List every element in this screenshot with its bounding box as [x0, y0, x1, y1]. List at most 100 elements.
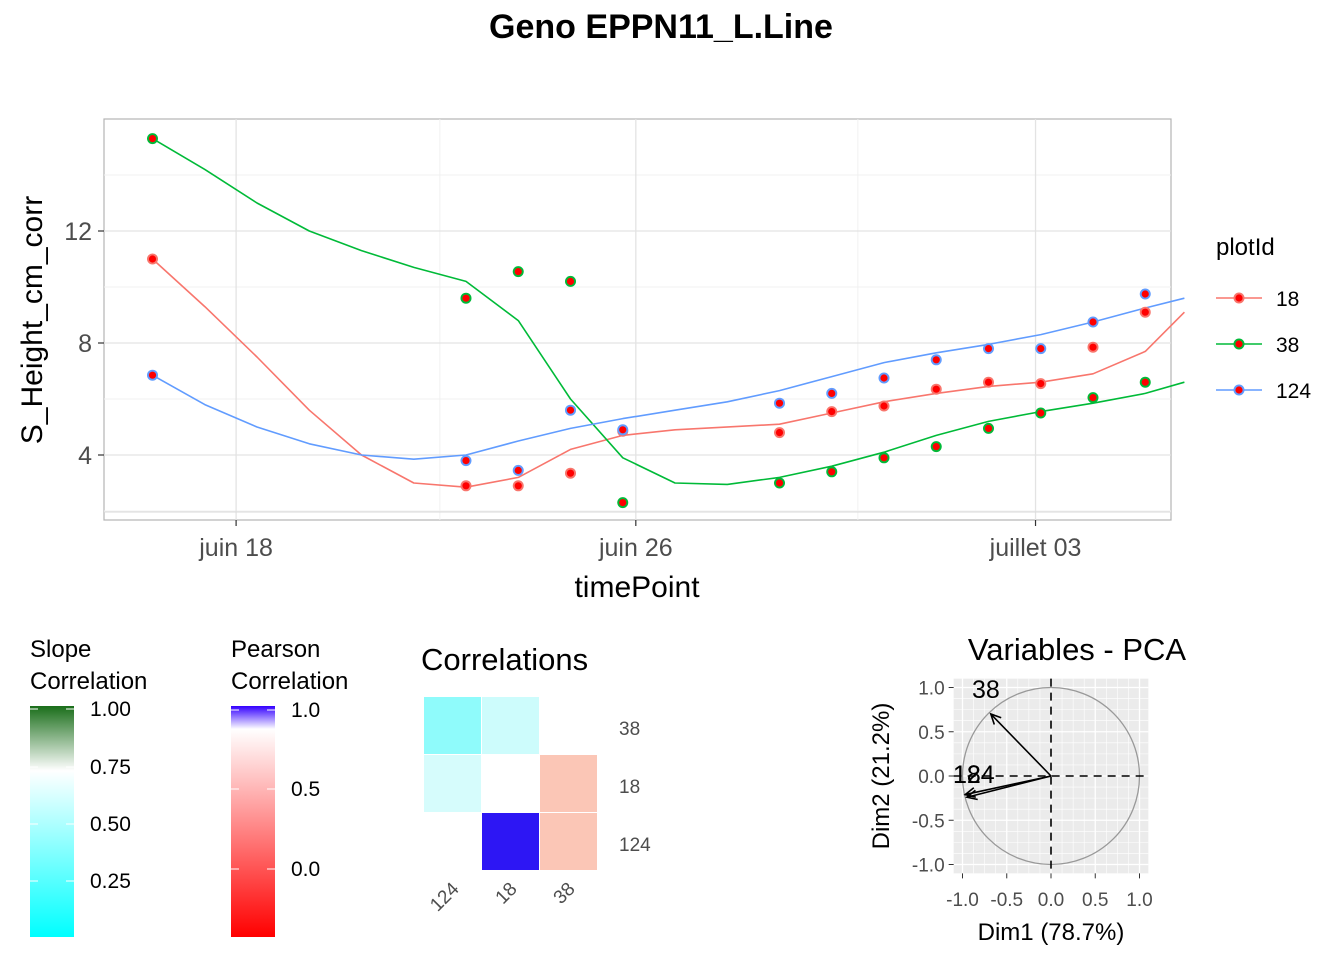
pca-arrowhead-124: [965, 789, 978, 801]
data-point-38: [148, 135, 157, 143]
pca-y-tick-label: -1.0: [912, 856, 945, 877]
colorbar-label: 0.25: [90, 870, 131, 893]
pca-vector-label-18: 18: [953, 761, 981, 789]
line-chart-panel: 4 8 12 juin 18 juin 26 juillet 03 timePoint S_H…: [16, 118, 1185, 604]
heatmap-cell-38-18: [482, 697, 539, 754]
heatmap-row-label: 38: [619, 719, 640, 740]
pca-y-tick-label: 0.0: [918, 767, 944, 788]
legend-key-point-124: [1235, 386, 1243, 394]
pca-arrow-124: [966, 775, 1052, 799]
legend-title-line2: Correlation: [231, 668, 348, 695]
data-point-18: [880, 402, 888, 410]
correlations-heatmap: Correlations 38 18 124 124 18 38: [421, 642, 651, 916]
data-point-124: [1089, 318, 1097, 326]
colorbar-label: 0.0: [291, 858, 320, 881]
data-point-38: [514, 268, 522, 276]
legend-title-line1: Slope: [30, 636, 91, 663]
pca-x-axis-title: Dim1 (78.7%): [978, 919, 1125, 946]
heatmap-col-label: 18: [492, 879, 522, 909]
colorbar: [231, 706, 275, 937]
heatmap-cell-18-18: [482, 755, 539, 812]
data-point-18: [1089, 343, 1097, 351]
legend-title: plotId: [1216, 234, 1275, 261]
plot-area: [103, 118, 1172, 521]
heatmap-cell-18-124: [424, 755, 481, 812]
heatmap-row-label: 124: [619, 835, 651, 856]
data-point-38: [566, 277, 575, 285]
data-point-124: [148, 371, 157, 379]
colorbar: [30, 706, 74, 937]
legend-label-124: 124: [1276, 380, 1311, 403]
x-tick-label: juillet 03: [989, 534, 1082, 562]
legend-title-line1: Pearson: [231, 636, 320, 663]
pca-vector-label-124: 124: [953, 761, 995, 789]
pca-x-tick-label: -0.5: [990, 890, 1023, 911]
data-point-38: [932, 443, 940, 451]
x-tick-label: juin 26: [598, 534, 673, 562]
pca-y-tick-label: 1.0: [918, 679, 944, 700]
heatmap-cell-18-38: [540, 755, 597, 812]
pca-title: Variables - PCA: [968, 632, 1187, 667]
x-tick-label: juin 18: [198, 534, 273, 562]
pca-x-tick-label: -1.0: [946, 890, 979, 911]
data-point-18: [514, 482, 522, 490]
legend-label-38: 38: [1276, 334, 1299, 357]
smooth-line-38: [152, 137, 1185, 486]
legend-key-point-18: [1235, 294, 1243, 302]
data-point-18: [1037, 380, 1045, 388]
data-point-124: [775, 399, 784, 407]
colorbar-label: 0.50: [90, 813, 131, 836]
data-point-18: [462, 482, 470, 490]
plotid-legend: plotId 18 38 124: [1216, 234, 1311, 403]
pca-x-tick-label: 0.5: [1082, 890, 1108, 911]
data-point-124: [984, 345, 993, 353]
data-point-124: [566, 406, 575, 414]
data-point-38: [1037, 409, 1045, 417]
data-point-124: [619, 426, 627, 434]
heatmap-row-label: 18: [619, 777, 640, 798]
colorbar-label: 0.5: [291, 778, 320, 801]
data-point-124: [462, 457, 470, 465]
pca-y-tick-label: -0.5: [912, 811, 945, 832]
heatmap-title: Correlations: [421, 642, 588, 677]
pca-x-tick-label: 0.0: [1038, 890, 1064, 911]
data-point-38: [775, 479, 784, 487]
smooth-line-124: [152, 297, 1185, 460]
data-point-38: [1089, 394, 1097, 402]
heatmap-cell-124-18: [482, 813, 539, 870]
slope-correlation-legend: Slope Correlation 1.00 0.75 0.50 0.25: [30, 636, 147, 937]
pearson-correlation-legend: Pearson Correlation 1.0 0.5 0.0: [231, 636, 348, 937]
heatmap-cell-38-124: [424, 697, 481, 754]
pca-y-tick-label: 0.5: [918, 723, 944, 744]
colorbar-label: 1.0: [291, 699, 320, 722]
heatmap-col-label: 124: [426, 878, 464, 916]
data-point-18: [828, 408, 836, 416]
legend-title-line2: Correlation: [30, 668, 147, 695]
data-point-18: [1141, 308, 1149, 316]
data-point-38: [880, 454, 888, 462]
heatmap-cell-124-38: [540, 813, 597, 870]
pca-y-axis-title: Dim2 (21.2%): [868, 703, 895, 850]
colorbar-label: 1.00: [90, 698, 131, 721]
x-axis-title: timePoint: [574, 571, 700, 604]
y-tick-label: 8: [78, 330, 92, 358]
data-point-38: [828, 468, 836, 476]
pca-arrow-38: [990, 713, 1052, 777]
data-point-38: [1141, 378, 1149, 386]
data-point-38: [619, 499, 627, 507]
y-axis-title: S_Height_cm_corr: [16, 196, 49, 444]
data-point-38: [462, 294, 470, 302]
y-tick-label: 4: [78, 442, 92, 470]
data-point-18: [566, 469, 575, 477]
data-point-38: [984, 424, 993, 432]
data-point-124: [1141, 290, 1149, 298]
data-point-124: [880, 374, 888, 382]
data-point-18: [775, 429, 784, 437]
data-point-124: [828, 389, 836, 397]
data-point-18: [148, 255, 157, 263]
legend-label-18: 18: [1276, 288, 1299, 311]
data-point-124: [514, 466, 522, 474]
pca-arrowhead-38: [989, 712, 1002, 725]
